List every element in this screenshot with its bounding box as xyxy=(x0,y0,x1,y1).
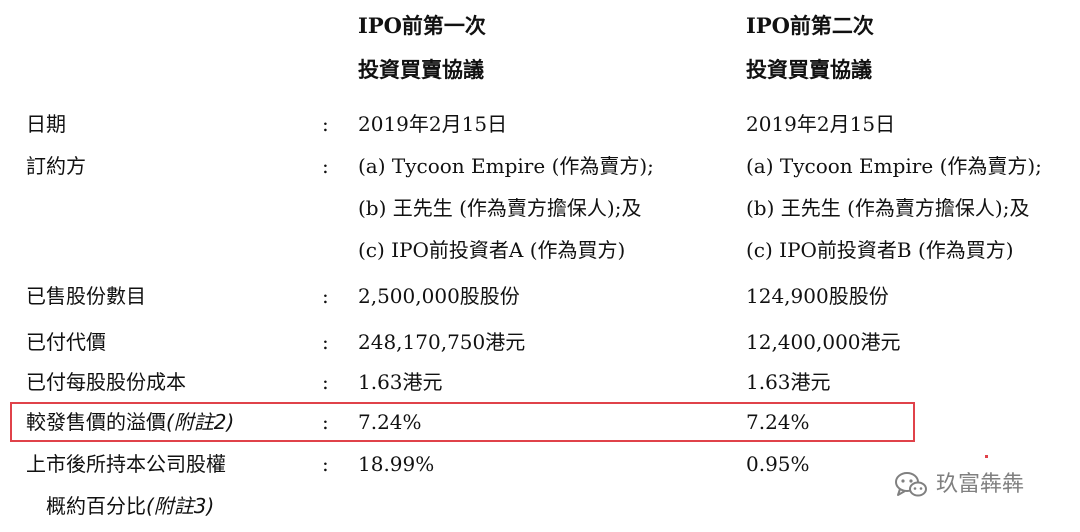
col2-header-line2: 投資買賣協議 xyxy=(746,57,872,82)
row-colon: : xyxy=(322,154,329,178)
row-label-shareholding: 上市後所持本公司股權 xyxy=(26,452,226,476)
col1-header-line2: 投資買賣協議 xyxy=(358,57,484,82)
row-value-col2: 2019年2月15日 xyxy=(746,112,896,136)
row-value-col1: 7.24% xyxy=(358,410,422,434)
shareholding-label-line2: 概約百分比 xyxy=(46,494,146,518)
row-value-col1: 18.99% xyxy=(358,452,435,476)
row-label-parties: 訂約方 xyxy=(26,154,86,178)
row-colon: : xyxy=(322,284,329,308)
col2-header-line1: IPO前第二次 xyxy=(746,13,874,38)
watermark: 玖富犇犇 xyxy=(894,470,1024,500)
row-colon: : xyxy=(322,452,329,476)
parties-col2-b: (b) 王先生 (作為賣方擔保人);及 xyxy=(746,196,1030,220)
premium-note: (附註2) xyxy=(166,410,235,434)
row-value-col2: 12,400,000港元 xyxy=(746,330,901,354)
row-label-consideration: 已付代價 xyxy=(26,330,106,354)
row-value-col1: 2,500,000股股份 xyxy=(358,284,520,308)
shareholding-note: (附註3) xyxy=(146,494,215,518)
row-colon: : xyxy=(322,112,329,136)
row-colon: : xyxy=(322,410,329,434)
row-label-shares-sold: 已售股份數目 xyxy=(26,284,146,308)
row-label-premium: 較發售價的溢價(附註2) xyxy=(26,410,234,434)
row-value-col2: 1.63港元 xyxy=(746,370,831,394)
row-value-col1: 1.63港元 xyxy=(358,370,443,394)
row-label-shareholding-line2: 概約百分比(附註3) xyxy=(46,494,214,518)
wechat-icon xyxy=(895,472,927,497)
row-colon: : xyxy=(322,370,329,394)
parties-col1-b: (b) 王先生 (作為賣方擔保人);及 xyxy=(358,196,642,220)
parties-col1-a: (a) Tycoon Empire (作為賣方); xyxy=(358,154,654,178)
row-label-cost-per-share: 已付每股股份成本 xyxy=(26,370,186,394)
row-value-col1: 2019年2月15日 xyxy=(358,112,508,136)
row-value-col2: 0.95% xyxy=(746,452,810,476)
premium-label: 較發售價的溢價 xyxy=(26,410,166,434)
row-colon: : xyxy=(322,330,329,354)
highlight-box xyxy=(10,402,915,442)
watermark-text: 玖富犇犇 xyxy=(936,472,1025,497)
parties-col1-c: (c) IPO前投資者A (作為買方) xyxy=(358,238,626,262)
row-value-col1: 248,170,750港元 xyxy=(358,330,526,354)
parties-col2-a: (a) Tycoon Empire (作為賣方); xyxy=(746,154,1042,178)
col1-header-line1: IPO前第一次 xyxy=(358,13,486,38)
row-label-date: 日期 xyxy=(26,112,66,136)
row-value-col2: 7.24% xyxy=(746,410,810,434)
red-mark xyxy=(985,455,988,458)
parties-col2-c: (c) IPO前投資者B (作為買方) xyxy=(746,238,1014,262)
row-value-col2: 124,900股股份 xyxy=(746,284,889,308)
